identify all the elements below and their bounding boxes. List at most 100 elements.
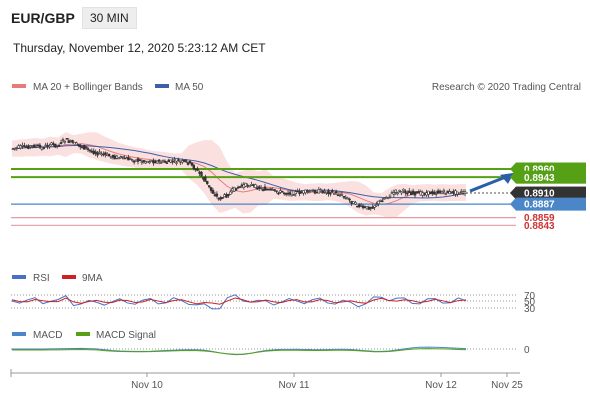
- candle-body: [284, 193, 288, 195]
- candle-body: [256, 187, 259, 190]
- candle-body: [359, 204, 363, 207]
- candle-body: [415, 191, 419, 193]
- candle-body: [106, 153, 109, 156]
- rsi-level-label: 50: [524, 297, 536, 308]
- candle-body: [463, 191, 467, 195]
- candle-body: [309, 189, 313, 192]
- candle-body: [257, 186, 261, 189]
- macd-legend-label: MACD: [33, 330, 62, 341]
- candle-body: [111, 154, 115, 158]
- candle-body: [136, 158, 140, 162]
- candle-body: [248, 185, 251, 188]
- candle-body: [48, 145, 51, 148]
- candle-body: [234, 188, 238, 191]
- chart-datetime: Thursday, November 12, 2020 5:23:12 AM C…: [13, 41, 266, 55]
- candle-body: [223, 194, 226, 197]
- candle-body: [459, 191, 463, 193]
- price-level-label: 0.8859: [524, 213, 555, 224]
- candle-body: [198, 171, 201, 174]
- candle-body: [283, 192, 286, 195]
- candle-body: [34, 145, 38, 148]
- candle-body: [438, 190, 442, 193]
- candle-body: [394, 189, 397, 193]
- candle-body: [386, 196, 390, 199]
- candle-body: [92, 150, 95, 155]
- candle-body: [69, 140, 72, 142]
- candle-body: [398, 189, 401, 192]
- candle-body: [61, 139, 65, 142]
- candle-body: [42, 147, 45, 149]
- candle-body: [379, 199, 382, 202]
- candle-body: [315, 191, 319, 194]
- candle-body: [302, 190, 305, 194]
- ma20-legend-label: MA 20 + Bollinger Bands: [33, 82, 143, 93]
- ma20-line: [11, 143, 466, 205]
- candle-body: [73, 141, 76, 145]
- candle-body: [354, 202, 357, 205]
- candle-body: [207, 185, 211, 188]
- candle-body: [177, 159, 180, 162]
- candle-body: [350, 200, 353, 204]
- candle-body: [334, 191, 338, 194]
- candle-body: [192, 164, 195, 170]
- candle-body: [96, 152, 99, 156]
- candle-body: [286, 192, 290, 195]
- candle-body: [384, 197, 388, 199]
- candle-body: [404, 190, 407, 194]
- macd-signal-legend-swatch: [76, 332, 90, 336]
- ma50-legend-label: MA 50: [175, 82, 204, 93]
- candle-body: [100, 153, 103, 155]
- candle-body: [127, 157, 130, 161]
- candle-body: [342, 195, 346, 198]
- candle-body: [232, 186, 236, 192]
- candle-body: [138, 159, 142, 161]
- candle-body: [365, 206, 369, 210]
- candle-body: [46, 144, 49, 147]
- rsi-signal-legend-label: 9MA: [82, 273, 103, 284]
- candle-body: [57, 144, 61, 147]
- candle-body: [279, 190, 282, 193]
- price-level-box-resistance: [516, 170, 586, 184]
- candle-body: [346, 197, 349, 200]
- timeframe-badge[interactable]: 30 MIN: [82, 7, 137, 29]
- candle-body: [246, 184, 249, 187]
- candle-body: [450, 190, 453, 193]
- candle-body: [125, 157, 128, 160]
- candle-body: [361, 205, 365, 209]
- candle-body: [209, 187, 213, 192]
- candle-body: [221, 197, 224, 199]
- candle-body: [23, 145, 26, 148]
- candle-body: [131, 159, 134, 161]
- candle-body: [317, 189, 321, 194]
- candle-body: [77, 144, 80, 146]
- candle-body: [15, 147, 19, 149]
- candle-body: [182, 159, 186, 162]
- candle-body: [433, 191, 436, 195]
- candle-body: [356, 205, 359, 208]
- price-level-label: 0.8960: [524, 165, 555, 176]
- candle-body: [333, 193, 336, 195]
- rsi-signal-legend-swatch: [62, 275, 76, 279]
- candle-body: [352, 201, 355, 204]
- candle-body: [409, 192, 413, 196]
- price-level-pointer-resistance: [510, 170, 516, 184]
- candle-body: [184, 160, 188, 162]
- candle-body: [148, 161, 151, 164]
- candle-body: [219, 197, 222, 200]
- candle-body: [454, 190, 457, 195]
- target-arrow-head: [500, 172, 514, 184]
- candle-body: [238, 186, 242, 188]
- candle-body: [202, 177, 205, 180]
- candle-body: [200, 171, 203, 177]
- price-level-label: 0.8943: [524, 173, 555, 184]
- candle-body: [252, 184, 255, 186]
- ma20-legend-swatch: [12, 84, 26, 88]
- candle-body: [298, 190, 301, 195]
- candle-body: [377, 200, 380, 205]
- candle-body: [319, 189, 322, 192]
- candle-body: [56, 144, 59, 147]
- candle-body: [213, 194, 217, 197]
- candles: [11, 137, 467, 211]
- candle-body: [84, 146, 88, 149]
- candle-body: [25, 146, 28, 148]
